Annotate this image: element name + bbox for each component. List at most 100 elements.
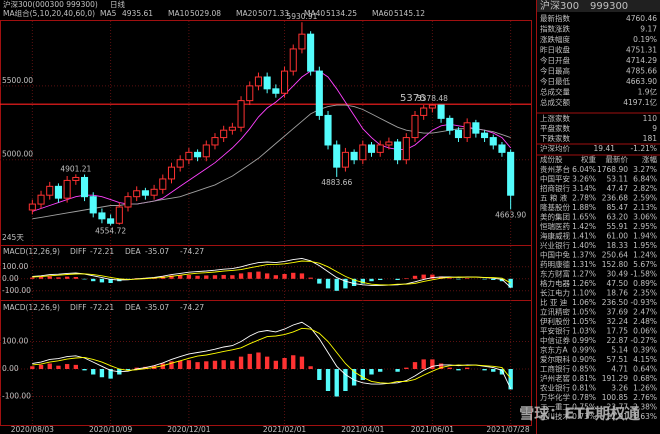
breadth-label: 上涨家数 [540, 113, 570, 123]
table-cell: 2.95% [633, 222, 657, 231]
table-cell: 2.78% [572, 194, 596, 203]
table-cell: 1.03% [572, 327, 596, 336]
candle-body [167, 166, 176, 180]
table-cell: 3.27% [633, 165, 657, 174]
legend-name: DIFF [70, 247, 87, 256]
candle-body [263, 76, 271, 90]
candle-body [420, 107, 428, 116]
legend-value: -72.21 [90, 247, 114, 256]
table-cell: 中国平安 [540, 174, 570, 184]
average-change: -1.21% [630, 144, 657, 153]
quote-label: 总成交量 [540, 87, 570, 97]
candle-body [237, 100, 245, 128]
table-header: 最新价 [606, 154, 629, 164]
candle-body [72, 176, 80, 181]
table-cell: 1.37% [572, 251, 596, 260]
candle-body [481, 132, 489, 139]
candle-body [359, 144, 367, 161]
candle-body [28, 203, 36, 211]
candle-body [150, 188, 158, 196]
candle-body [246, 85, 254, 102]
table-cell: 中国中免 [540, 250, 570, 260]
candle-body [298, 33, 306, 50]
high-label: 4901.21 [60, 164, 91, 173]
candle-body [402, 137, 410, 161]
table-cell: 恒瑞医药 [540, 221, 570, 231]
table-cell: 3.14% [572, 184, 596, 193]
table-cell: 2.48% [633, 317, 657, 326]
candle-body [46, 185, 54, 196]
candle-body [350, 151, 358, 161]
table-cell: 1.24% [633, 251, 657, 260]
ma-line [32, 104, 511, 220]
x-tick-label: 2021/06/01 [411, 425, 454, 434]
table-cell: 工商银行 [540, 364, 570, 374]
table-cell: 23.77 [607, 403, 629, 412]
table-cell: 长江电力 [540, 288, 570, 298]
candle-body [254, 76, 262, 87]
table-cell: 东方财富 [540, 269, 570, 279]
quote-label: 涨跌幅度 [540, 34, 570, 44]
table-cell: 1.95% [633, 241, 657, 250]
candle-body [133, 190, 141, 198]
table-cell: 0.81% [572, 374, 596, 383]
table-cell: -0.27% [630, 336, 657, 345]
y-tick-label: 0.00 [2, 274, 19, 283]
legend-value: 4935.61 [122, 9, 153, 18]
quote-label: 昨日收盘 [540, 45, 570, 55]
candle-body [289, 48, 297, 72]
low-label: 4554.72 [95, 227, 126, 236]
table-cell: 1.88% [572, 203, 596, 212]
legend-value: 5145.12 [394, 9, 425, 18]
table-cell: 0.89% [633, 279, 657, 288]
table-cell: 2.38% [633, 403, 657, 412]
table-cell: 伊利股份 [540, 316, 570, 326]
macd-line [32, 260, 511, 286]
table-cell: 平安银行 [540, 326, 570, 336]
table-cell: 贵州茅台 [540, 164, 570, 174]
candle-body [176, 159, 184, 168]
table-cell: 6.84% [633, 175, 657, 184]
table-header: 权重 [581, 154, 596, 164]
table-cell: 1768.90 [597, 165, 628, 174]
table-cell: 比 亚 迪 [540, 297, 568, 307]
table-cell: 22.87 [607, 336, 629, 345]
table-cell: 1.26% [633, 384, 657, 393]
legend-name: DEA [125, 247, 142, 256]
legend-value: 5029.08 [190, 9, 221, 18]
candle-body [54, 185, 62, 199]
table-cell: 3.06% [633, 213, 657, 222]
table-header: 涨幅 [642, 154, 657, 164]
candle-body [272, 88, 280, 94]
chart-title: 沪深300(000300 999300) [3, 0, 98, 9]
quote-value: 1.9亿 [638, 87, 658, 97]
table-cell: 5.67% [633, 260, 657, 269]
average-label: 沪深均价 [540, 143, 570, 153]
table-cell: 61.00 [607, 232, 629, 241]
quote-value: 4714.29 [626, 56, 657, 65]
x-tick-label: 2021/04/01 [341, 425, 384, 434]
table-cell: 5.14 [611, 346, 628, 355]
table-cell: 47.50 [607, 279, 629, 288]
table-cell: 2.59% [633, 194, 657, 203]
candle-body [333, 144, 341, 168]
candle-body [507, 151, 515, 196]
table-cell: 万华化学 [540, 392, 570, 402]
table-cell: 0.64% [633, 365, 657, 374]
table-cell: 泸州老窖 [540, 373, 570, 383]
quote-value: 4760.46 [626, 14, 657, 23]
table-cell: 0.99% [572, 336, 596, 345]
table-cell: 0.85% [572, 365, 596, 374]
legend-value: 5071.33 [258, 9, 289, 18]
candle-body [89, 196, 97, 214]
table-cell: -1.63% [630, 412, 657, 421]
legend-name: MA40 [304, 9, 325, 18]
table-cell: 47.47 [607, 184, 629, 193]
candle-body [341, 151, 349, 168]
x-tick-label: 2020/12/01 [167, 425, 210, 434]
quote-value: 4663.90 [626, 77, 657, 86]
table-cell: 农业银行 [540, 383, 570, 393]
table-cell: 格力电器 [540, 278, 570, 288]
table-cell: 1.40% [572, 241, 596, 250]
